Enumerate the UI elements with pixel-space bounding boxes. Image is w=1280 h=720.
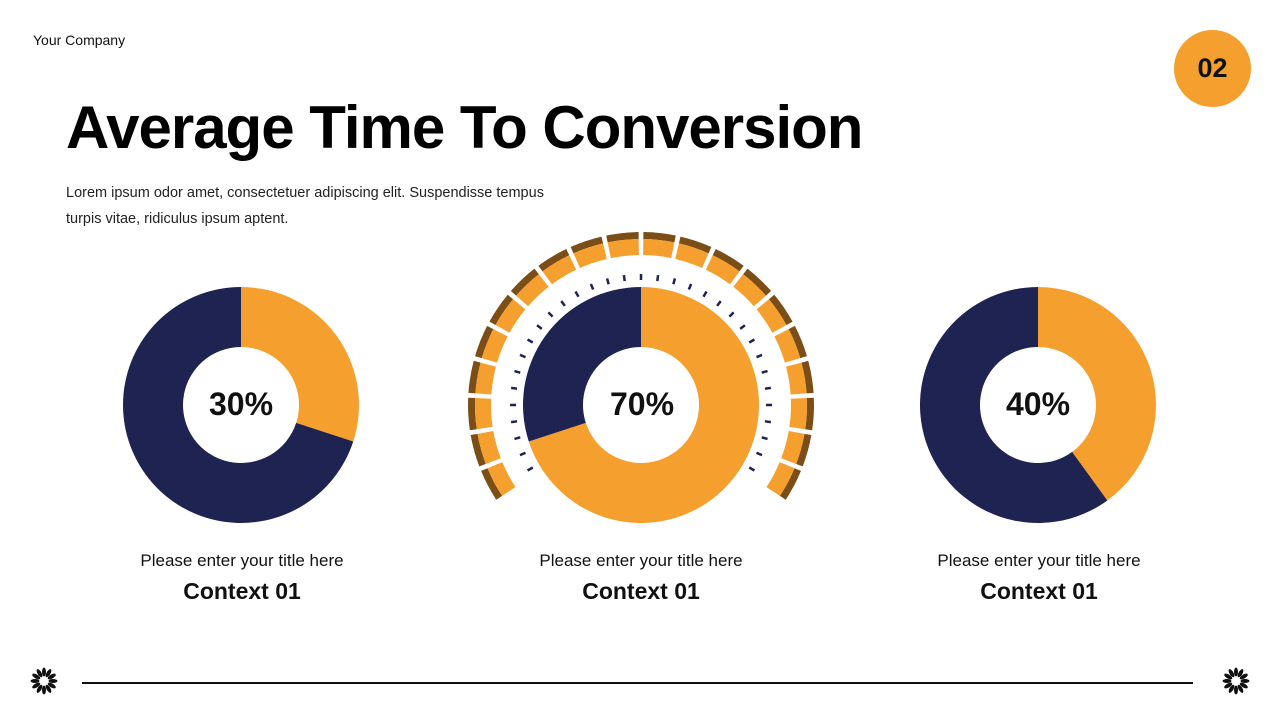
donut-slice <box>523 287 641 442</box>
chart-context-1: Context 01 <box>183 578 301 604</box>
chart-context-3: Context 01 <box>980 578 1098 604</box>
chart-caption-2: Please enter your title here <box>539 551 743 570</box>
company-name: Your Company <box>33 32 126 48</box>
donut-slice <box>1038 287 1156 501</box>
donut-value-3: 40% <box>1005 386 1071 422</box>
page-title: Average Time To Conversion <box>66 94 863 161</box>
page-subtitle: Lorem ipsum odor amet, consectetuer adip… <box>66 185 544 227</box>
flower-icon <box>1222 667 1250 695</box>
donut-slice <box>528 287 759 523</box>
chart-caption-1: Please enter your title here <box>140 551 344 570</box>
donut-slice <box>123 287 354 523</box>
chart-context-2: Context 01 <box>582 578 700 604</box>
chart-caption-3: Please enter your title here <box>937 551 1141 570</box>
page-number-badge: 02 <box>1174 30 1251 107</box>
donut-value-2: 70% <box>609 386 675 422</box>
donut-slice <box>920 287 1108 523</box>
footer-divider <box>82 682 1193 684</box>
flower-icon <box>30 667 58 695</box>
page-number: 02 <box>1197 53 1228 83</box>
donut-value-1: 30% <box>208 386 274 422</box>
donut-slice <box>241 287 360 442</box>
